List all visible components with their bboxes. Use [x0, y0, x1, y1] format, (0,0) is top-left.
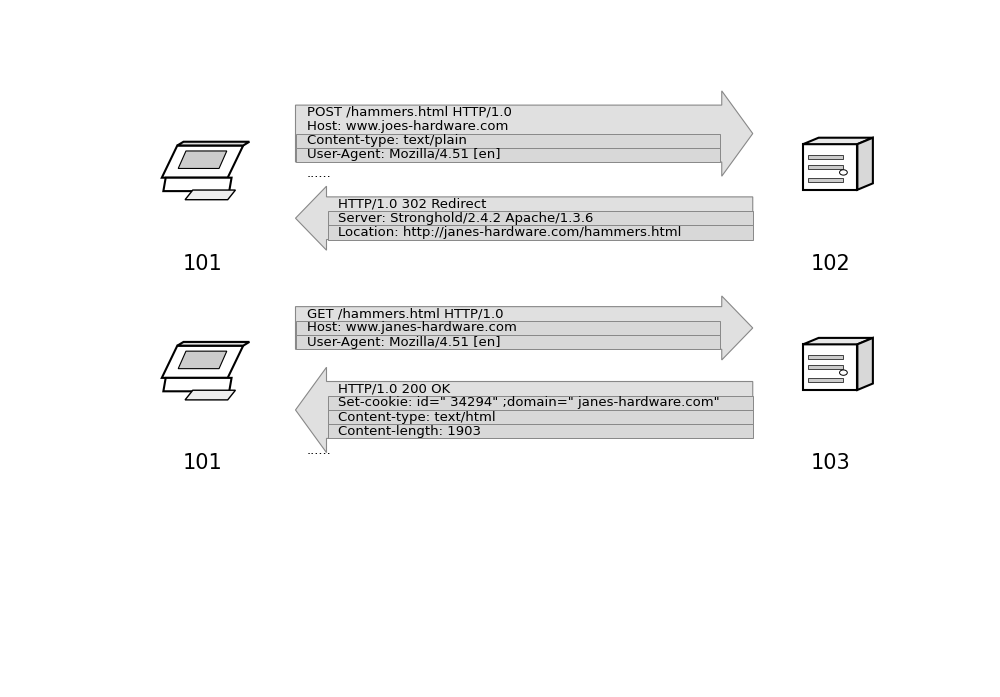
Circle shape — [840, 170, 847, 175]
Polygon shape — [162, 346, 243, 378]
FancyBboxPatch shape — [808, 155, 843, 159]
Text: Set-cookie: id=" 34294" ;domain=" janes-hardware.com": Set-cookie: id=" 34294" ;domain=" janes-… — [338, 397, 720, 409]
Text: User-Agent: Mozilla/4.51 [en]: User-Agent: Mozilla/4.51 [en] — [307, 148, 501, 162]
Polygon shape — [857, 338, 873, 390]
Text: POST /hammers.html HTTP/1.0: POST /hammers.html HTTP/1.0 — [307, 106, 512, 118]
FancyBboxPatch shape — [296, 134, 720, 148]
Circle shape — [840, 370, 847, 375]
Polygon shape — [177, 141, 249, 146]
Polygon shape — [296, 91, 753, 176]
Polygon shape — [163, 178, 232, 191]
Text: HTTP/1.0 200 OK: HTTP/1.0 200 OK — [338, 382, 450, 395]
Polygon shape — [178, 151, 227, 169]
Text: Location: http://janes-hardware.com/hammers.html: Location: http://janes-hardware.com/hamm… — [338, 226, 682, 239]
Text: 103: 103 — [810, 452, 850, 473]
Text: 101: 101 — [183, 254, 222, 274]
FancyBboxPatch shape — [808, 378, 843, 382]
FancyBboxPatch shape — [328, 225, 753, 240]
FancyBboxPatch shape — [296, 148, 720, 162]
Polygon shape — [177, 342, 249, 346]
Polygon shape — [803, 144, 857, 190]
Polygon shape — [296, 186, 753, 250]
Text: ......: ...... — [307, 444, 332, 457]
Text: ......: ...... — [307, 167, 332, 181]
Polygon shape — [296, 367, 753, 452]
FancyBboxPatch shape — [808, 365, 843, 369]
Text: 102: 102 — [810, 254, 850, 274]
Text: Host: www.janes-hardware.com: Host: www.janes-hardware.com — [307, 321, 517, 335]
FancyBboxPatch shape — [296, 335, 720, 349]
FancyBboxPatch shape — [328, 211, 753, 225]
Polygon shape — [857, 138, 873, 190]
FancyBboxPatch shape — [808, 355, 843, 359]
FancyBboxPatch shape — [328, 410, 753, 424]
Polygon shape — [185, 390, 235, 400]
Text: Content-type: text/html: Content-type: text/html — [338, 411, 496, 424]
Text: Content-length: 1903: Content-length: 1903 — [338, 424, 481, 438]
Text: User-Agent: Mozilla/4.51 [en]: User-Agent: Mozilla/4.51 [en] — [307, 336, 501, 348]
Polygon shape — [162, 146, 243, 178]
FancyBboxPatch shape — [328, 396, 753, 410]
Text: GET /hammers.html HTTP/1.0: GET /hammers.html HTTP/1.0 — [307, 307, 504, 320]
Text: Content-type: text/plain: Content-type: text/plain — [307, 134, 467, 147]
Polygon shape — [296, 296, 753, 360]
Polygon shape — [178, 351, 227, 369]
FancyBboxPatch shape — [808, 178, 843, 182]
FancyBboxPatch shape — [328, 424, 753, 438]
Polygon shape — [185, 190, 235, 200]
Text: HTTP/1.0 302 Redirect: HTTP/1.0 302 Redirect — [338, 197, 486, 210]
Text: Host: www.joes-hardware.com: Host: www.joes-hardware.com — [307, 120, 509, 133]
Polygon shape — [803, 338, 873, 344]
FancyBboxPatch shape — [808, 164, 843, 169]
Polygon shape — [803, 138, 873, 144]
Text: 101: 101 — [183, 452, 222, 473]
FancyBboxPatch shape — [296, 321, 720, 335]
Polygon shape — [163, 378, 232, 391]
Polygon shape — [803, 344, 857, 390]
Text: Server: Stronghold/2.4.2 Apache/1.3.6: Server: Stronghold/2.4.2 Apache/1.3.6 — [338, 212, 594, 224]
